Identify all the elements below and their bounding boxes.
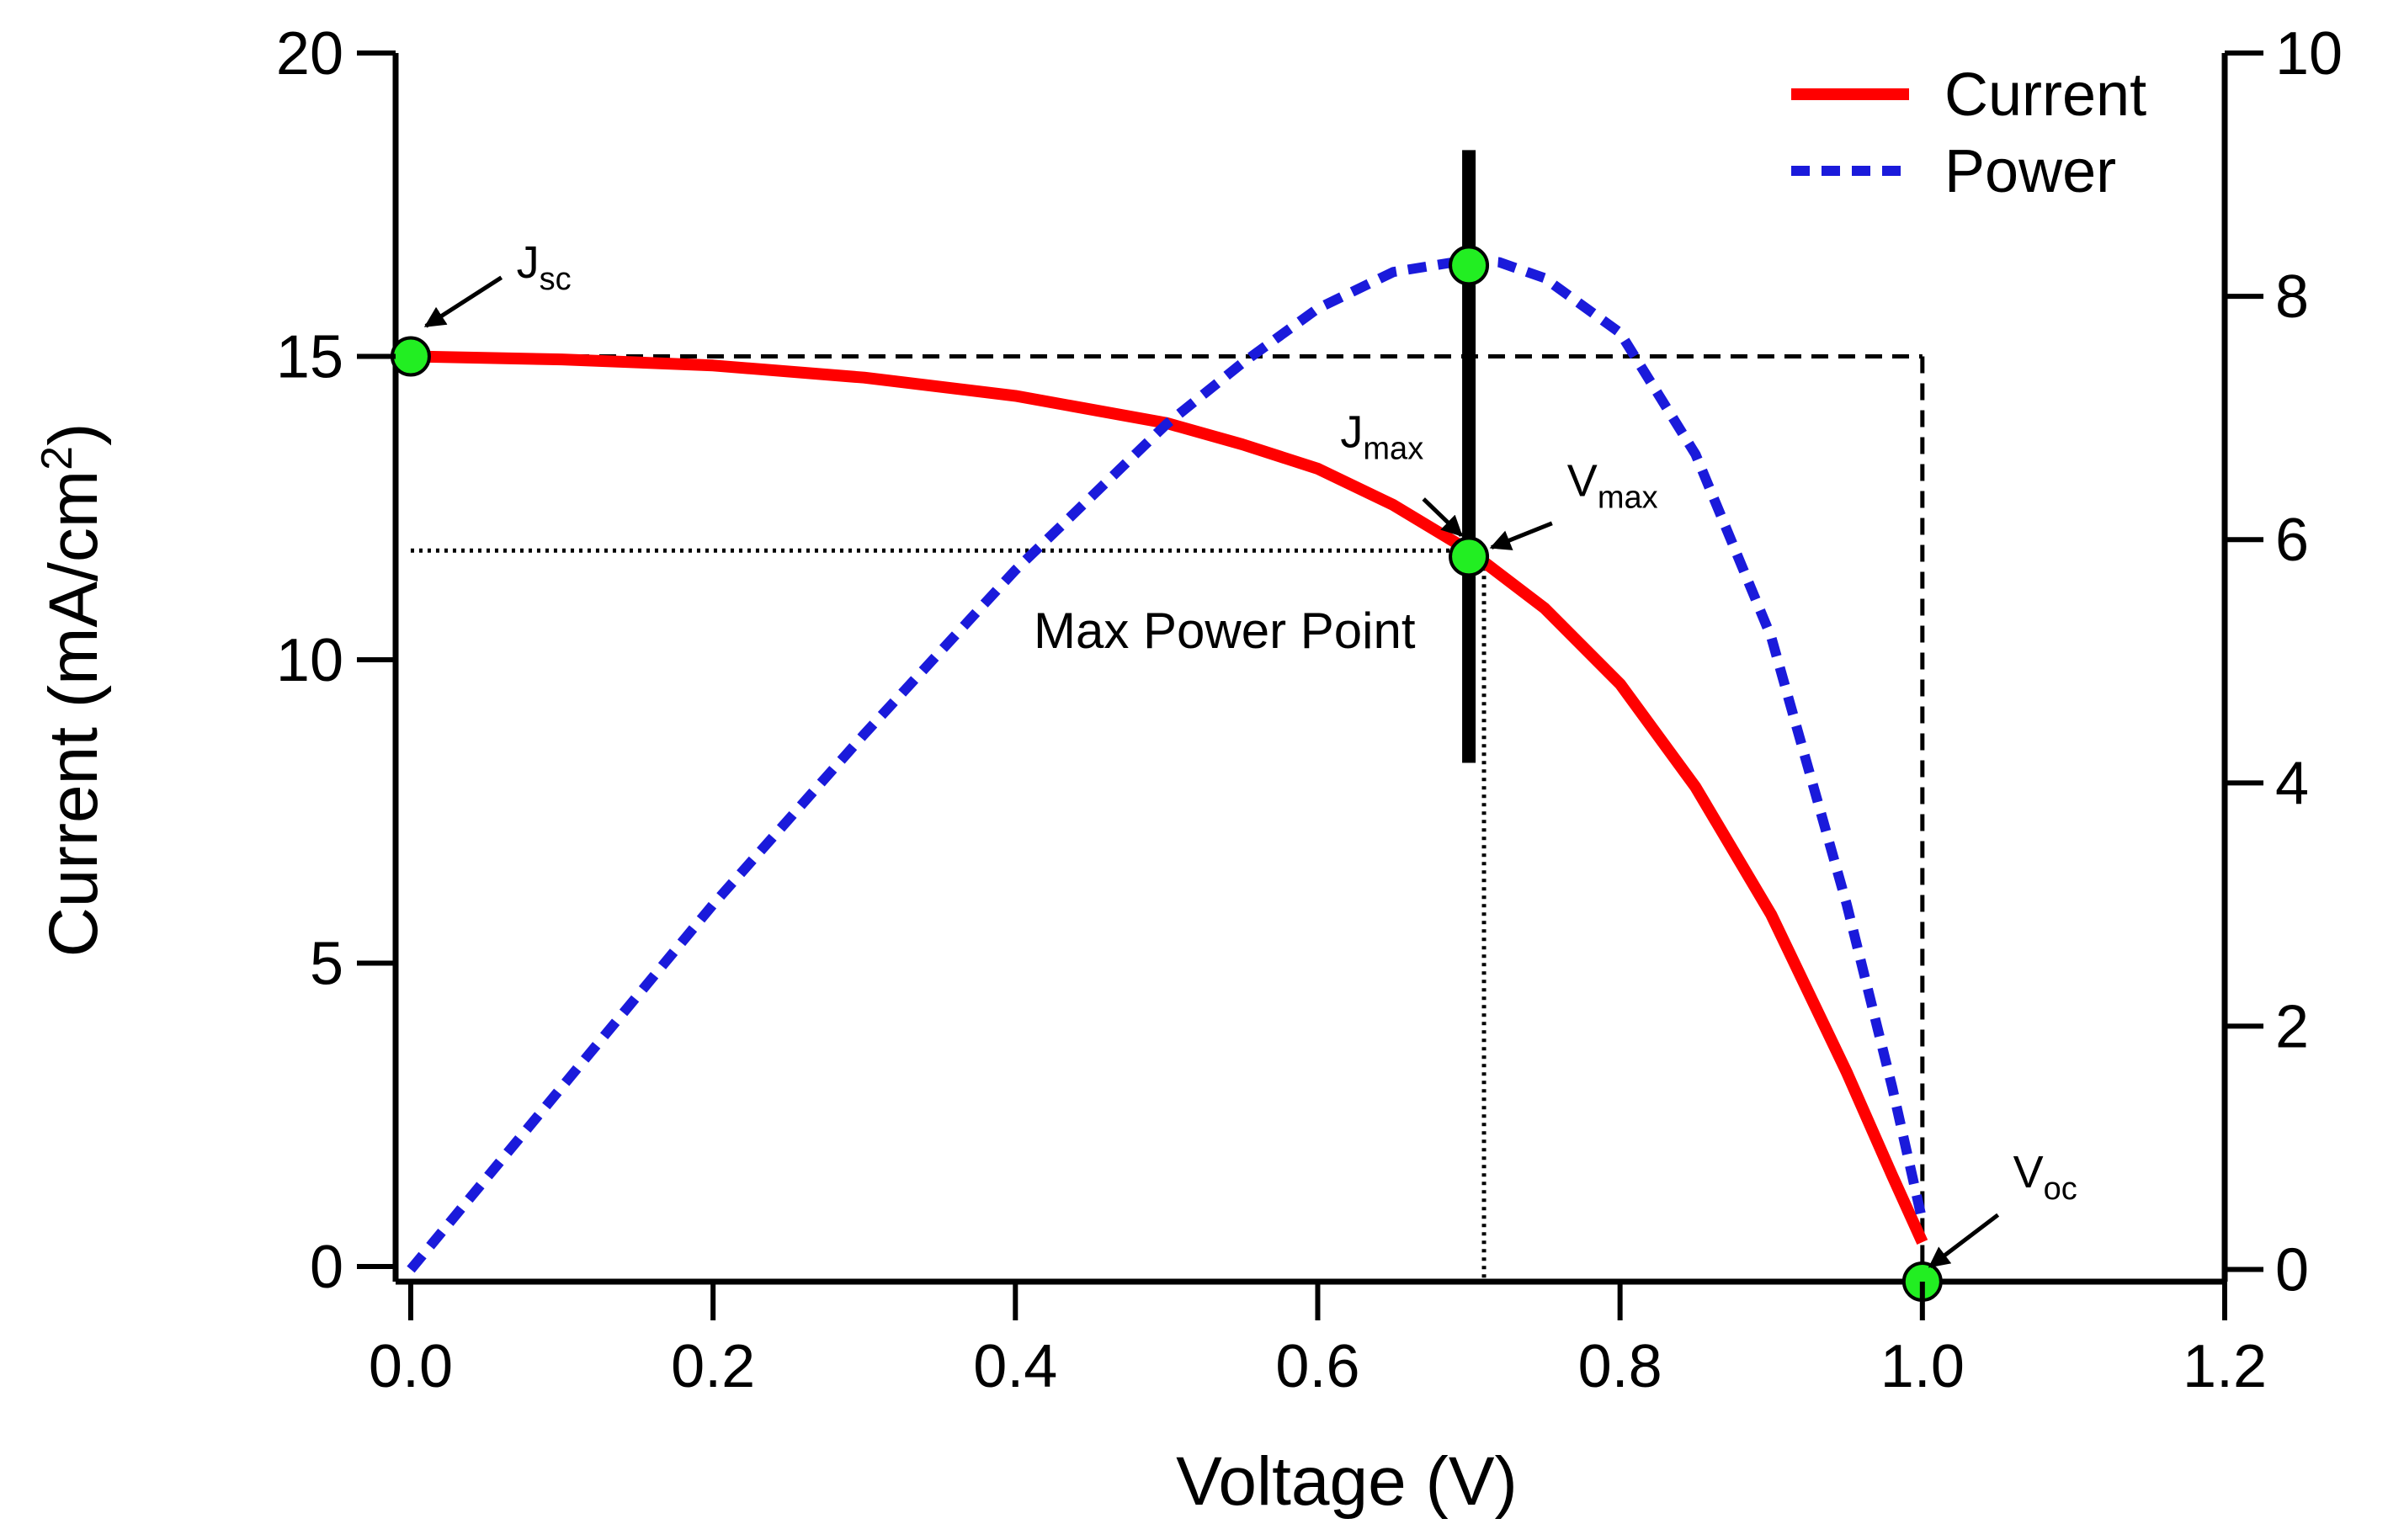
x-tick-label: 1.2 (2183, 1333, 2267, 1400)
point-jsc (390, 336, 431, 377)
series-line-power (407, 254, 1928, 1273)
annotation-sub-voc: oc (2044, 1171, 2077, 1207)
x-tick-label: 1.0 (1880, 1333, 1965, 1400)
annotation-arrow-jsc (423, 275, 503, 328)
y-axis-title-main: Current (mA/cm (35, 470, 112, 958)
annotation-label-vmax: Vmax (1567, 455, 1658, 515)
y2-tick-label: 2 (2275, 993, 2309, 1060)
x-tick-label: 0.2 (671, 1333, 755, 1400)
x-tick-label: 0.6 (1275, 1333, 1359, 1400)
y2-tick-label: 8 (2275, 263, 2309, 331)
annotation-arrow-jmax (1422, 497, 1463, 537)
annotation-main-jmax: J (1340, 407, 1363, 458)
point-pmax (1449, 245, 1490, 286)
y-tick-label: 10 (276, 627, 343, 694)
reference-lines (410, 150, 1925, 1282)
y2-tick-label: 0 (2275, 1237, 2309, 1304)
y-tick-label: 0 (310, 1234, 343, 1301)
annotation-label-jsc: Jsc (517, 237, 572, 297)
ticks-layer: 0 5 10 15 20 0 2 4 6 8 10 0.0 0.2 0.4 0.6 0.8 1.0 1.2 (276, 20, 2343, 1400)
series-line-current (410, 350, 1928, 1245)
x-tick-label: 0.8 (1578, 1333, 1662, 1400)
annotation-sub-vmax: max (1598, 480, 1658, 515)
y2-tick-label: 10 (2275, 20, 2343, 88)
y-tick-label: 15 (276, 323, 343, 390)
y-tick-label: 5 (310, 930, 343, 997)
max-power-point-label: Max Power Point (1034, 603, 1416, 659)
annotation-arrow-vmax (1489, 521, 1553, 550)
y-axis-title-close: ) (35, 423, 112, 446)
point-max-power-point (1449, 536, 1490, 577)
annotation-sub-jmax: max (1363, 432, 1423, 467)
annotation-sub-jsc: sc (540, 262, 572, 297)
points-layer (390, 245, 1943, 1302)
annotation-label-jmax: Jmax (1340, 407, 1423, 467)
x-axis-title: Voltage (V) (1176, 1443, 1518, 1520)
y-axis-title: Current (mA/cm2) (33, 423, 112, 958)
x-tick-label: 0.4 (973, 1333, 1057, 1400)
legend-label-power: Power (1944, 138, 2116, 205)
annotation-arrow-voc (1928, 1213, 2000, 1268)
annotation-label-voc: Voc (2013, 1147, 2077, 1207)
y-tick-label: 20 (276, 20, 343, 88)
y-axis-title-superscript: 2 (33, 446, 82, 470)
legend-label-current: Current (1944, 61, 2146, 129)
series-layer (407, 254, 1928, 1273)
annotation-main-voc: V (2013, 1147, 2044, 1197)
legend: Current Power (1791, 61, 2146, 205)
plot-frame (392, 53, 2228, 1285)
y2-tick-label: 6 (2275, 507, 2309, 574)
annotation-main-vmax: V (1567, 455, 1598, 506)
y2-tick-label: 4 (2275, 750, 2309, 817)
x-tick-label: 0.0 (369, 1333, 453, 1400)
annotation-main-jsc: J (517, 237, 540, 288)
